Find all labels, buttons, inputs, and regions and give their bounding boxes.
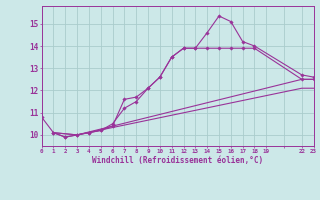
X-axis label: Windchill (Refroidissement éolien,°C): Windchill (Refroidissement éolien,°C) (92, 156, 263, 165)
